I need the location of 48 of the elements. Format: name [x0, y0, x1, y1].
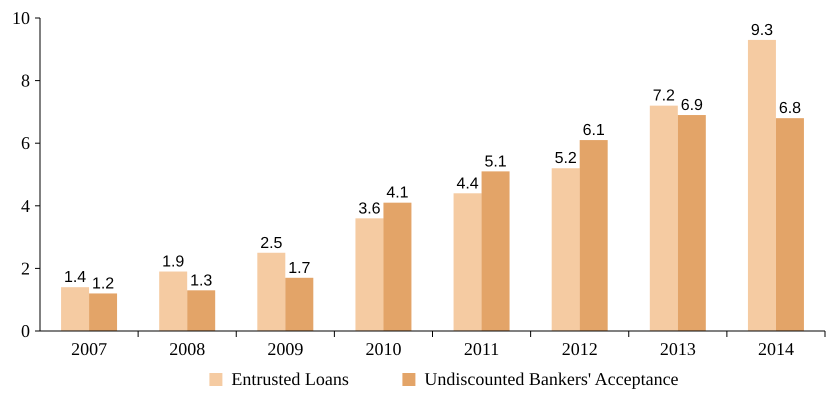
y-tick-label: 2 — [21, 258, 30, 278]
x-tick-label: 2014 — [758, 339, 794, 359]
data-label: 9.3 — [750, 22, 774, 39]
y-tick-label: 10 — [12, 8, 30, 28]
bar — [159, 272, 188, 331]
data-label: 5.2 — [554, 150, 577, 168]
data-label: 1.4 — [64, 269, 86, 286]
x-tick-label: 2008 — [169, 339, 206, 359]
bar — [678, 115, 706, 331]
bar — [383, 202, 412, 331]
data-label: 6.8 — [778, 100, 802, 118]
data-label: 1.7 — [288, 260, 311, 277]
x-tick-label: 2013 — [660, 339, 696, 359]
bar — [89, 293, 118, 331]
legend-label: Entrusted Loans — [231, 369, 349, 389]
bar — [454, 193, 482, 331]
data-label: 5.1 — [484, 153, 507, 170]
x-tick-label: 2009 — [267, 339, 304, 359]
data-label: 4.4 — [456, 175, 479, 192]
y-tick-label: 8 — [21, 70, 30, 91]
bar — [748, 40, 776, 331]
data-label: 2.5 — [260, 234, 283, 252]
bar — [552, 168, 580, 331]
bar — [482, 171, 510, 331]
bar — [580, 140, 608, 331]
x-tick-label: 2012 — [562, 339, 598, 359]
data-label: 6.9 — [680, 97, 704, 114]
bar — [776, 118, 804, 331]
bar — [285, 278, 314, 331]
legend-label: Undiscounted Bankers' Acceptance — [424, 369, 679, 389]
x-tick-label: 2007 — [71, 339, 108, 359]
bar — [355, 218, 384, 331]
bar — [257, 252, 286, 331]
data-label: 6.1 — [582, 122, 605, 140]
data-label: 7.2 — [652, 88, 676, 105]
data-label: 1.9 — [162, 254, 184, 271]
data-label: 4.1 — [386, 184, 409, 202]
x-tick-label: 2010 — [365, 339, 402, 359]
bar — [187, 290, 216, 331]
y-tick-label: 0 — [21, 321, 30, 341]
bar — [650, 106, 678, 331]
x-tick-label: 2011 — [464, 339, 500, 359]
y-tick-label: 4 — [21, 196, 30, 216]
y-tick-label: 6 — [21, 133, 30, 154]
data-label: 1.3 — [190, 272, 212, 290]
data-label: 3.6 — [358, 200, 381, 218]
data-label: 1.2 — [92, 275, 114, 292]
bar — [61, 287, 90, 331]
